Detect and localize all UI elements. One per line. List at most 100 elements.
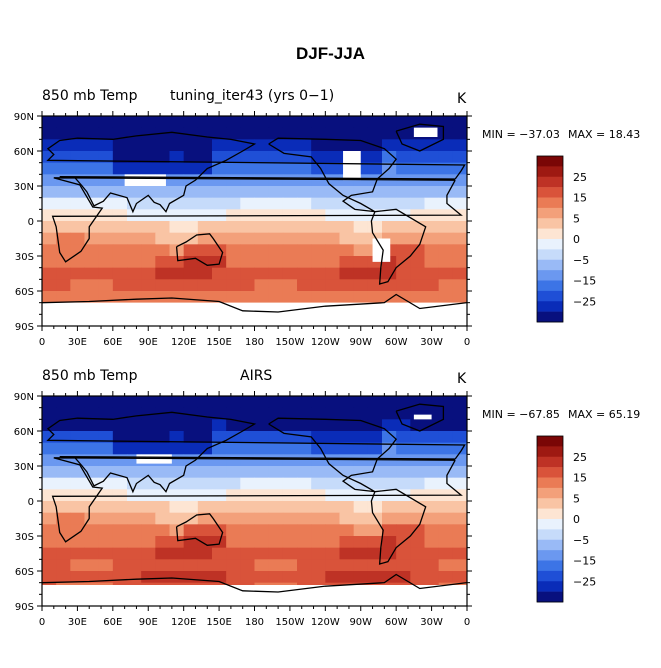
field-cell <box>382 197 397 210</box>
field-cell <box>197 442 213 455</box>
field-cell <box>268 116 284 129</box>
field-cell <box>112 571 128 584</box>
field-cell <box>297 186 312 199</box>
lat-tick-label: 30N <box>14 182 34 193</box>
field-cell <box>141 547 156 560</box>
field-cell <box>98 407 114 420</box>
colorbar-swatch <box>537 519 563 530</box>
field-cell <box>84 162 100 175</box>
field-cell <box>141 559 156 572</box>
field-cell <box>141 267 156 280</box>
field-cell <box>396 524 411 537</box>
field-cell <box>42 151 57 164</box>
field-cell <box>183 279 199 292</box>
field-cell <box>339 419 355 432</box>
missing-data-region <box>42 585 467 606</box>
field-cell <box>56 209 71 222</box>
field-cells <box>42 116 468 327</box>
field-cell <box>70 186 85 199</box>
field-cell <box>254 419 270 432</box>
field-cell <box>268 477 284 490</box>
field-cell <box>240 512 255 525</box>
field-cell <box>112 442 128 455</box>
field-cell <box>382 431 397 444</box>
missing-data-region <box>343 151 361 181</box>
field-cell <box>169 174 185 187</box>
field-cell <box>42 267 57 280</box>
field-cell <box>325 139 340 152</box>
field-cell <box>367 571 383 584</box>
field-cell <box>424 221 440 234</box>
field-cell <box>212 477 227 490</box>
field-cell <box>452 524 468 537</box>
field-cell <box>382 547 397 560</box>
field-cell <box>240 291 255 304</box>
field-cell <box>367 396 383 409</box>
field-cell <box>155 442 170 455</box>
field-cell <box>112 221 128 234</box>
field-cell <box>452 279 468 292</box>
colorbar-swatch <box>537 239 563 250</box>
field-cell <box>452 396 468 409</box>
field-cell <box>155 536 170 549</box>
field-cell <box>155 186 170 199</box>
field-cell <box>197 547 213 560</box>
field-cell <box>254 571 270 584</box>
field-cell <box>268 186 284 199</box>
field-cell <box>254 232 270 245</box>
field-cell <box>311 477 326 490</box>
field-cell <box>268 524 284 537</box>
field-cell <box>353 442 369 455</box>
field-cell <box>297 571 312 584</box>
field-cell <box>240 442 255 455</box>
field-cell <box>98 536 114 549</box>
field-cell <box>282 466 298 479</box>
field-cell <box>183 127 199 140</box>
field-cell <box>367 501 383 514</box>
field-cell <box>112 116 128 129</box>
field-cell <box>197 396 213 409</box>
lat-tick-label: 0 <box>28 497 34 508</box>
field-cell <box>367 512 383 525</box>
field-cell <box>112 419 128 432</box>
lat-tick-label: 30S <box>15 532 34 543</box>
field-cell <box>367 407 383 420</box>
field-cell <box>226 466 241 479</box>
field-cell <box>212 186 227 199</box>
field-cell <box>367 547 383 560</box>
field-cell <box>339 279 355 292</box>
field-cell <box>452 477 468 490</box>
field-cell <box>70 256 85 269</box>
field-cell <box>382 477 397 490</box>
field-cell <box>438 162 454 175</box>
field-cell <box>438 232 454 245</box>
field-cell <box>226 396 241 409</box>
field-cell <box>452 151 468 164</box>
field-cell <box>155 524 170 537</box>
field-cell <box>268 547 284 560</box>
field-cell <box>42 559 57 572</box>
field-cell <box>141 232 156 245</box>
field-cell <box>339 466 355 479</box>
field-cell <box>197 419 213 432</box>
field-cell <box>183 547 199 560</box>
colorbar-swatch <box>537 197 563 209</box>
field-cell <box>339 431 355 444</box>
panel-left-label: 850 mb Temp <box>42 368 138 384</box>
field-cell <box>141 396 156 409</box>
field-cell <box>84 139 100 152</box>
field-cell <box>112 524 128 537</box>
field-cell <box>268 162 284 175</box>
field-cell <box>212 454 227 467</box>
field-cell <box>226 419 241 432</box>
field-cell <box>396 162 411 175</box>
field-cell <box>42 501 57 514</box>
field-cell <box>353 221 369 234</box>
missing-data-region <box>413 414 432 420</box>
field-cell <box>183 244 199 257</box>
field-cell <box>382 116 397 129</box>
field-cell <box>56 442 71 455</box>
field-cell <box>84 524 100 537</box>
field-cell <box>424 536 440 549</box>
field-cell <box>382 267 397 280</box>
